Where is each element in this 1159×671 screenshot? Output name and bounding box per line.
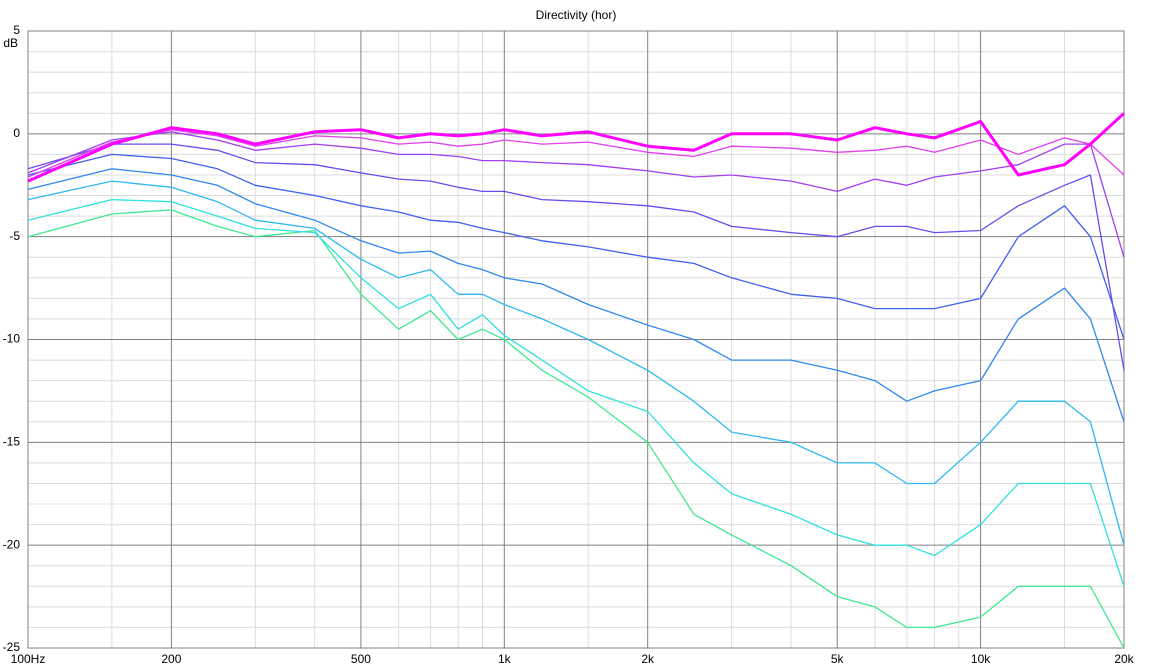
series-line [27, 209, 1125, 649]
series-line [27, 143, 1125, 371]
y-tick-label: 0 [13, 126, 20, 140]
x-tick-label: 100Hz [11, 652, 46, 666]
y-tick-label: -25 [3, 640, 21, 654]
series-line [27, 112, 1126, 183]
series-line [27, 153, 1125, 340]
series-line [27, 129, 1125, 178]
y-tick-label: -5 [9, 229, 20, 243]
series-line [27, 180, 1125, 546]
x-tick-label: 200 [161, 652, 181, 666]
y-tick-label: 5 [13, 23, 20, 37]
x-tick-label: 10k [971, 652, 991, 666]
x-tick-label: 2k [641, 652, 655, 666]
y-tick-label: -10 [3, 332, 21, 346]
y-tick-label: -15 [3, 435, 21, 449]
chart-title: Directivity (hor) [536, 8, 617, 22]
x-tick-label: 5k [831, 652, 845, 666]
series-line [27, 168, 1125, 423]
x-tick-label: 20k [1114, 652, 1134, 666]
x-tick-label: 1k [498, 652, 512, 666]
x-tick-label: 500 [351, 652, 371, 666]
y-tick-label: -20 [3, 537, 21, 551]
y-axis-unit: dB [3, 36, 18, 50]
series-line [27, 198, 1125, 587]
series-line [27, 131, 1125, 258]
